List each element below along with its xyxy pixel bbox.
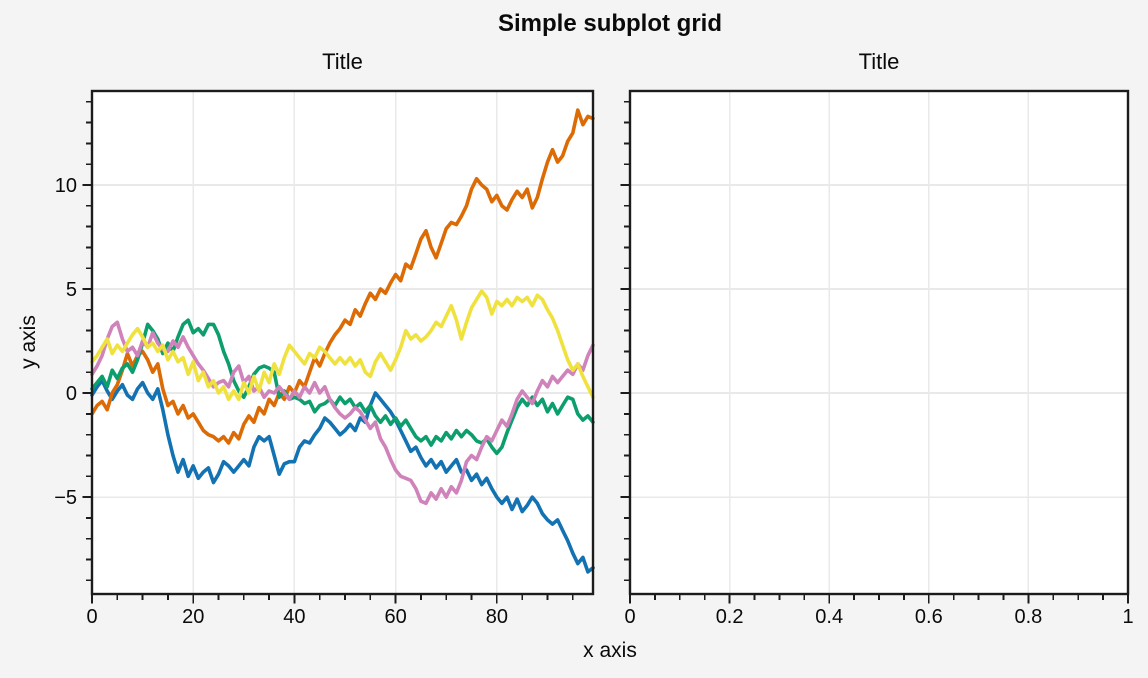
x-tick-label: 1 [1122, 606, 1133, 628]
x-tick-label: 40 [283, 606, 305, 628]
subplot-left-title: Title [322, 49, 363, 74]
data-series-line-2 [90, 108, 595, 445]
figure-suptitle: Simple subplot grid [497, 10, 722, 37]
x-tick-label: 60 [385, 606, 407, 628]
y-tick-label: 5 [66, 279, 77, 301]
x-axis-label: x axis [583, 639, 637, 662]
subplot-left-plot-area: 0 20 40 60 80 −5 0 5 10 [54, 89, 595, 628]
x-tick-label: 0.6 [915, 606, 943, 628]
subplot-right-title: Title [858, 49, 900, 74]
data-series-line-5 [90, 289, 595, 402]
data-series-line-1 [90, 378, 595, 574]
x-tick-label: 80 [486, 606, 508, 628]
y-tick-label: −5 [54, 487, 77, 509]
axes-frame [90, 89, 595, 596]
y-tick-label: 0 [66, 383, 77, 405]
grid-lines [630, 91, 1128, 594]
x-tick-label: 20 [182, 606, 204, 628]
x-tick-label: 0 [86, 606, 97, 628]
subplot-right-plot-area: 0 0.2 0.4 0.6 0.8 1 [620, 89, 1134, 628]
x-tick-label: 0.2 [716, 606, 744, 628]
y-tick-label: 10 [55, 175, 77, 197]
tick-marks [82, 100, 574, 604]
tick-marks [620, 100, 1129, 604]
axes-frame [628, 89, 1130, 596]
grid-lines [92, 91, 593, 594]
x-tick-label: 0.4 [815, 606, 843, 628]
x-tick-label: 0 [624, 606, 635, 628]
y-axis-label: y axis [17, 315, 40, 369]
axes-background [630, 91, 1128, 594]
data-series-line-4 [90, 320, 595, 506]
x-tick-label: 0.8 [1014, 606, 1042, 628]
